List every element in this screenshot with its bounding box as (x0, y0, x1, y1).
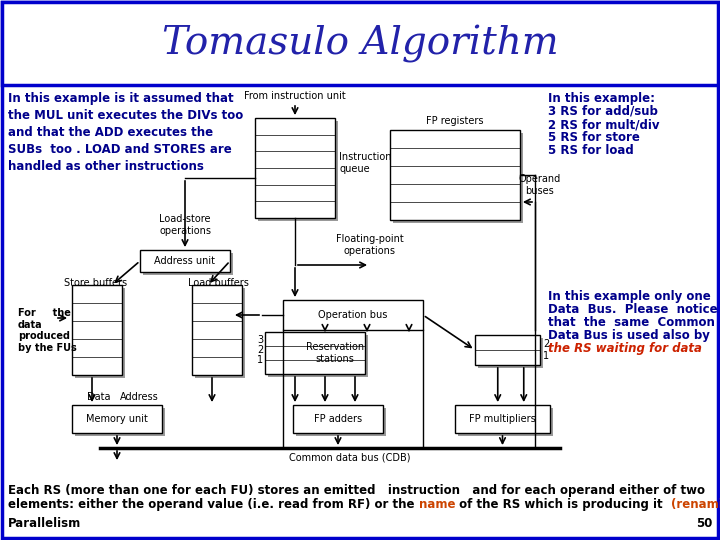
Text: Load buffers: Load buffers (188, 278, 248, 288)
Text: of the RS which is producing it: of the RS which is producing it (455, 498, 671, 511)
Text: Common data bus (CDB): Common data bus (CDB) (289, 453, 410, 463)
Text: Parallelism: Parallelism (8, 517, 81, 530)
Text: Operand
buses: Operand buses (519, 174, 561, 196)
Text: 2: 2 (543, 339, 549, 349)
Text: 2: 2 (257, 345, 263, 355)
Text: Operation bus: Operation bus (318, 310, 387, 320)
Text: 50: 50 (696, 517, 712, 530)
Text: 3 RS for add/sub: 3 RS for add/sub (548, 105, 658, 118)
Text: elements: either the operand value (i.e. read from RF) or the: elements: either the operand value (i.e.… (8, 498, 418, 511)
Bar (258, 121, 338, 221)
Bar (390, 130, 520, 220)
Bar (458, 408, 553, 436)
Text: Data Bus is used also by: Data Bus is used also by (548, 329, 710, 342)
Bar (75, 288, 125, 378)
Text: Load-store
operations: Load-store operations (159, 214, 211, 236)
Bar (393, 133, 523, 223)
Bar (478, 338, 543, 368)
Text: 1: 1 (543, 351, 549, 361)
Bar (296, 408, 386, 436)
Text: FP multipliers: FP multipliers (469, 414, 536, 424)
Text: (renaming): (renaming) (671, 498, 720, 511)
Text: Memory unit: Memory unit (86, 414, 148, 424)
Text: Each RS (more than one for each FU) stores an emitted   instruction   and for ea: Each RS (more than one for each FU) stor… (8, 484, 705, 497)
Text: Store buffers: Store buffers (64, 278, 127, 288)
Text: Floating-point
operations: Floating-point operations (336, 234, 404, 256)
Bar (283, 300, 423, 330)
Text: Tomasulo Algorithm: Tomasulo Algorithm (162, 25, 558, 63)
Bar (2, 2, 718, 85)
Bar (140, 250, 230, 272)
Bar (72, 405, 162, 433)
Text: In this example:: In this example: (548, 92, 655, 105)
Text: 2 RS for mult/div: 2 RS for mult/div (548, 118, 660, 131)
Text: Address: Address (120, 392, 159, 402)
Text: From instruction unit: From instruction unit (244, 91, 346, 101)
Text: In this example is it assumed that
the MUL unit executes the DIVs too
and that t: In this example is it assumed that the M… (8, 92, 243, 173)
Text: Instruction
queue: Instruction queue (339, 152, 392, 174)
Bar (255, 118, 335, 218)
Text: For     the
data
produced
by the FUs: For the data produced by the FUs (18, 308, 77, 353)
Text: that  the  same  Common: that the same Common (548, 316, 715, 329)
Text: Data: Data (87, 392, 111, 402)
Text: FP registers: FP registers (426, 116, 484, 126)
Text: 3: 3 (257, 335, 263, 345)
Bar (192, 285, 242, 375)
Bar (455, 405, 550, 433)
Bar (195, 288, 245, 378)
Text: Reservation
stations: Reservation stations (306, 342, 364, 364)
Text: name: name (418, 498, 455, 511)
Text: 5 RS for store: 5 RS for store (548, 131, 640, 144)
Text: Address unit: Address unit (155, 256, 215, 266)
Bar (475, 335, 540, 365)
Text: In this example only one: In this example only one (548, 290, 711, 303)
Bar (75, 408, 165, 436)
Bar (268, 335, 368, 377)
Bar (143, 253, 233, 275)
Text: Data  Bus.  Please  notice: Data Bus. Please notice (548, 303, 718, 316)
Bar (265, 332, 365, 374)
Text: FP adders: FP adders (314, 414, 362, 424)
Bar (293, 405, 383, 433)
Text: 1: 1 (257, 355, 263, 365)
Bar (72, 285, 122, 375)
Text: 5 RS for load: 5 RS for load (548, 144, 634, 157)
Text: the RS waiting for data: the RS waiting for data (548, 342, 702, 355)
